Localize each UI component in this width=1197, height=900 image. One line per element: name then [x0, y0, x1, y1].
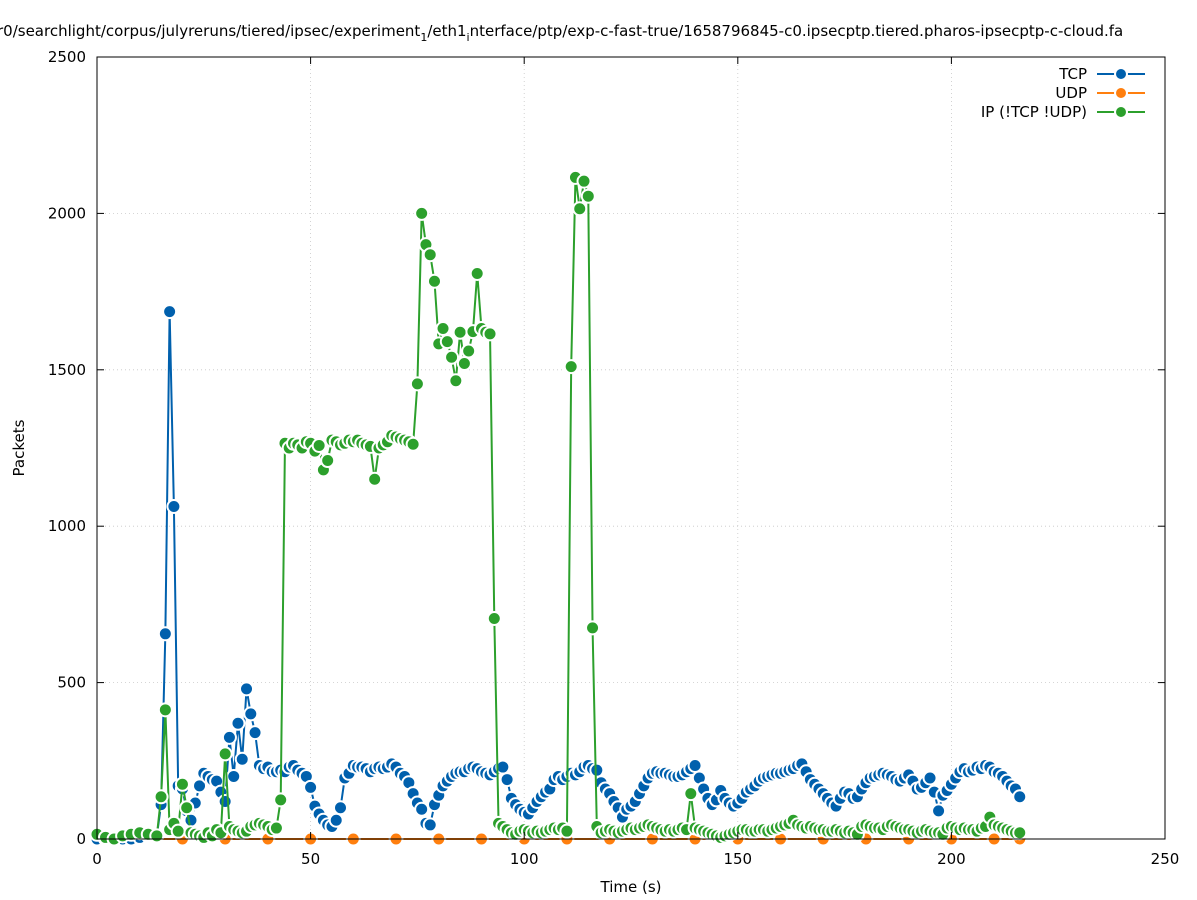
- data-point: [311, 437, 327, 453]
- chart-title-subscript-2: i: [467, 31, 470, 44]
- data-point: [589, 762, 605, 778]
- legend-label: IP (!TCP !UDP): [981, 103, 1087, 121]
- data-point: [174, 776, 190, 792]
- data-point: [1012, 789, 1028, 805]
- data-point: [499, 772, 515, 788]
- x-tick-label: 200: [937, 850, 966, 868]
- data-point: [157, 702, 173, 718]
- chart-title-part-3: nterface/ptp/exp-c-fast-true/1658796845-…: [470, 22, 1124, 40]
- data-point: [931, 803, 947, 819]
- y-tick-label: 1000: [48, 517, 86, 535]
- data-point: [414, 801, 430, 817]
- data-point: [585, 620, 601, 636]
- data-point: [217, 793, 233, 809]
- x-tick-label: 50: [301, 850, 320, 868]
- data-point: [162, 304, 178, 320]
- data-point: [444, 349, 460, 365]
- data-point: [157, 626, 173, 642]
- y-tick-label: 2000: [48, 204, 86, 222]
- y-tick-label: 1500: [48, 361, 86, 379]
- data-point: [367, 471, 383, 487]
- series-ip-tcp-udp-: [89, 169, 1028, 847]
- data-point: [1012, 825, 1028, 841]
- y-tick-label: 2500: [48, 48, 86, 66]
- data-point: [486, 610, 502, 626]
- plot-frame: [96, 56, 1166, 840]
- series-layer: [89, 169, 1028, 847]
- data-point: [226, 768, 242, 784]
- data-point: [170, 823, 186, 839]
- data-point: [683, 786, 699, 802]
- data-point: [435, 321, 451, 337]
- data-point: [234, 751, 250, 767]
- data-point: [409, 376, 425, 392]
- data-point: [580, 188, 596, 204]
- data-point: [563, 359, 579, 375]
- y-tick-label: 0: [76, 830, 86, 848]
- data-point: [149, 828, 165, 844]
- data-point: [153, 789, 169, 805]
- legend-label: UDP: [1055, 84, 1087, 102]
- data-point: [273, 792, 289, 808]
- chart-title: r0/searchlight/corpus/julyreruns/tiered/…: [0, 22, 1123, 44]
- data-point: [179, 800, 195, 816]
- data-point: [439, 334, 455, 350]
- data-point: [482, 326, 498, 342]
- data-point: [461, 343, 477, 359]
- y-tick-label: 500: [57, 674, 86, 692]
- x-tick-label: 250: [1151, 850, 1180, 868]
- data-point: [221, 729, 237, 745]
- chart-title-subscript-1: 1: [420, 31, 427, 44]
- x-tick-label: 150: [723, 850, 752, 868]
- x-axis-title: Time (s): [600, 878, 662, 896]
- data-point: [333, 800, 349, 816]
- legend-marker: [1114, 105, 1128, 119]
- data-point: [422, 817, 438, 833]
- data-point: [922, 770, 938, 786]
- data-point: [414, 205, 430, 221]
- legend-label: TCP: [1058, 65, 1087, 83]
- chart-title-part-1: r0/searchlight/corpus/julyreruns/tiered/…: [0, 22, 420, 40]
- chart-title-part-2: /eth1: [427, 22, 466, 40]
- data-point: [576, 173, 592, 189]
- legend-marker: [1114, 86, 1128, 100]
- data-point: [469, 265, 485, 281]
- data-point: [426, 273, 442, 289]
- data-point: [268, 820, 284, 836]
- data-point: [243, 706, 259, 722]
- legend-marker: [1114, 67, 1128, 81]
- y-axis-title: Packets: [10, 419, 28, 476]
- data-point: [303, 779, 319, 795]
- data-point: [328, 812, 344, 828]
- x-tick-label: 0: [92, 850, 102, 868]
- data-point: [456, 356, 472, 372]
- data-point: [183, 812, 199, 828]
- data-point: [166, 498, 182, 514]
- data-point: [422, 247, 438, 263]
- data-point: [448, 373, 464, 389]
- x-tick-label: 100: [510, 850, 539, 868]
- data-point: [217, 746, 233, 762]
- data-point: [452, 324, 468, 340]
- data-point: [247, 725, 263, 741]
- data-point: [239, 681, 255, 697]
- data-point: [230, 715, 246, 731]
- data-point: [405, 436, 421, 452]
- data-point: [572, 201, 588, 217]
- data-point: [687, 757, 703, 773]
- data-point: [320, 453, 336, 469]
- data-point: [559, 823, 575, 839]
